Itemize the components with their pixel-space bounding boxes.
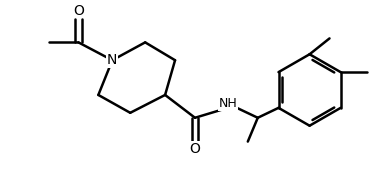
Text: O: O <box>190 142 201 156</box>
Text: O: O <box>73 4 84 18</box>
Text: N: N <box>107 53 118 67</box>
Text: NH: NH <box>218 97 237 110</box>
